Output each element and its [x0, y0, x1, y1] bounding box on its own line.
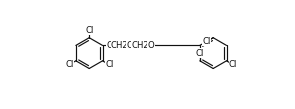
- Text: Cl: Cl: [229, 60, 237, 69]
- Text: CH2: CH2: [111, 41, 129, 50]
- Text: O: O: [148, 41, 154, 50]
- Text: CH2: CH2: [132, 41, 150, 50]
- Text: O: O: [127, 41, 134, 50]
- Text: Cl: Cl: [65, 60, 73, 69]
- Text: Cl: Cl: [196, 49, 204, 58]
- Text: Cl: Cl: [202, 37, 211, 46]
- Text: O: O: [106, 41, 113, 50]
- Text: Cl: Cl: [105, 60, 113, 69]
- Text: Cl: Cl: [85, 26, 94, 35]
